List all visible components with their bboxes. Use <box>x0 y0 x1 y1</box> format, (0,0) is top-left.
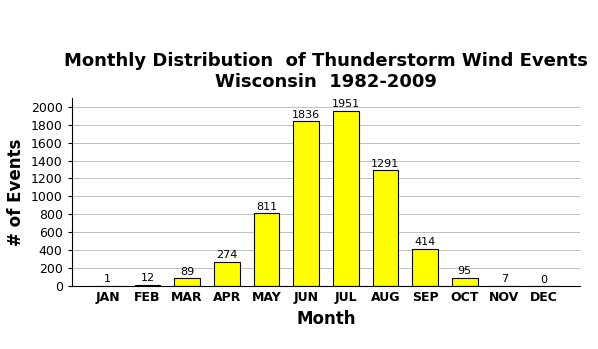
Y-axis label: # of Events: # of Events <box>7 138 25 246</box>
Bar <box>412 249 438 286</box>
Text: 414: 414 <box>414 237 436 247</box>
Bar <box>135 285 160 286</box>
Text: 811: 811 <box>256 202 277 212</box>
Text: 12: 12 <box>141 274 154 283</box>
Text: 0: 0 <box>541 275 548 284</box>
Bar <box>492 285 517 286</box>
Bar <box>293 121 319 286</box>
Bar <box>214 262 240 286</box>
Text: 7: 7 <box>501 274 508 284</box>
Bar <box>373 170 398 286</box>
Bar <box>452 278 478 286</box>
Text: 1836: 1836 <box>292 110 320 120</box>
Bar <box>174 278 200 286</box>
Bar <box>333 111 359 286</box>
Text: 1291: 1291 <box>371 159 399 169</box>
Text: 1951: 1951 <box>332 99 360 110</box>
X-axis label: Month: Month <box>296 310 356 328</box>
Text: 274: 274 <box>216 250 237 260</box>
Title: Monthly Distribution  of Thunderstorm Wind Events
Wisconsin  1982-2009: Monthly Distribution of Thunderstorm Win… <box>64 52 588 91</box>
Text: 1: 1 <box>104 274 111 284</box>
Text: 95: 95 <box>457 266 472 276</box>
Text: 89: 89 <box>180 267 194 276</box>
Bar <box>254 213 279 286</box>
